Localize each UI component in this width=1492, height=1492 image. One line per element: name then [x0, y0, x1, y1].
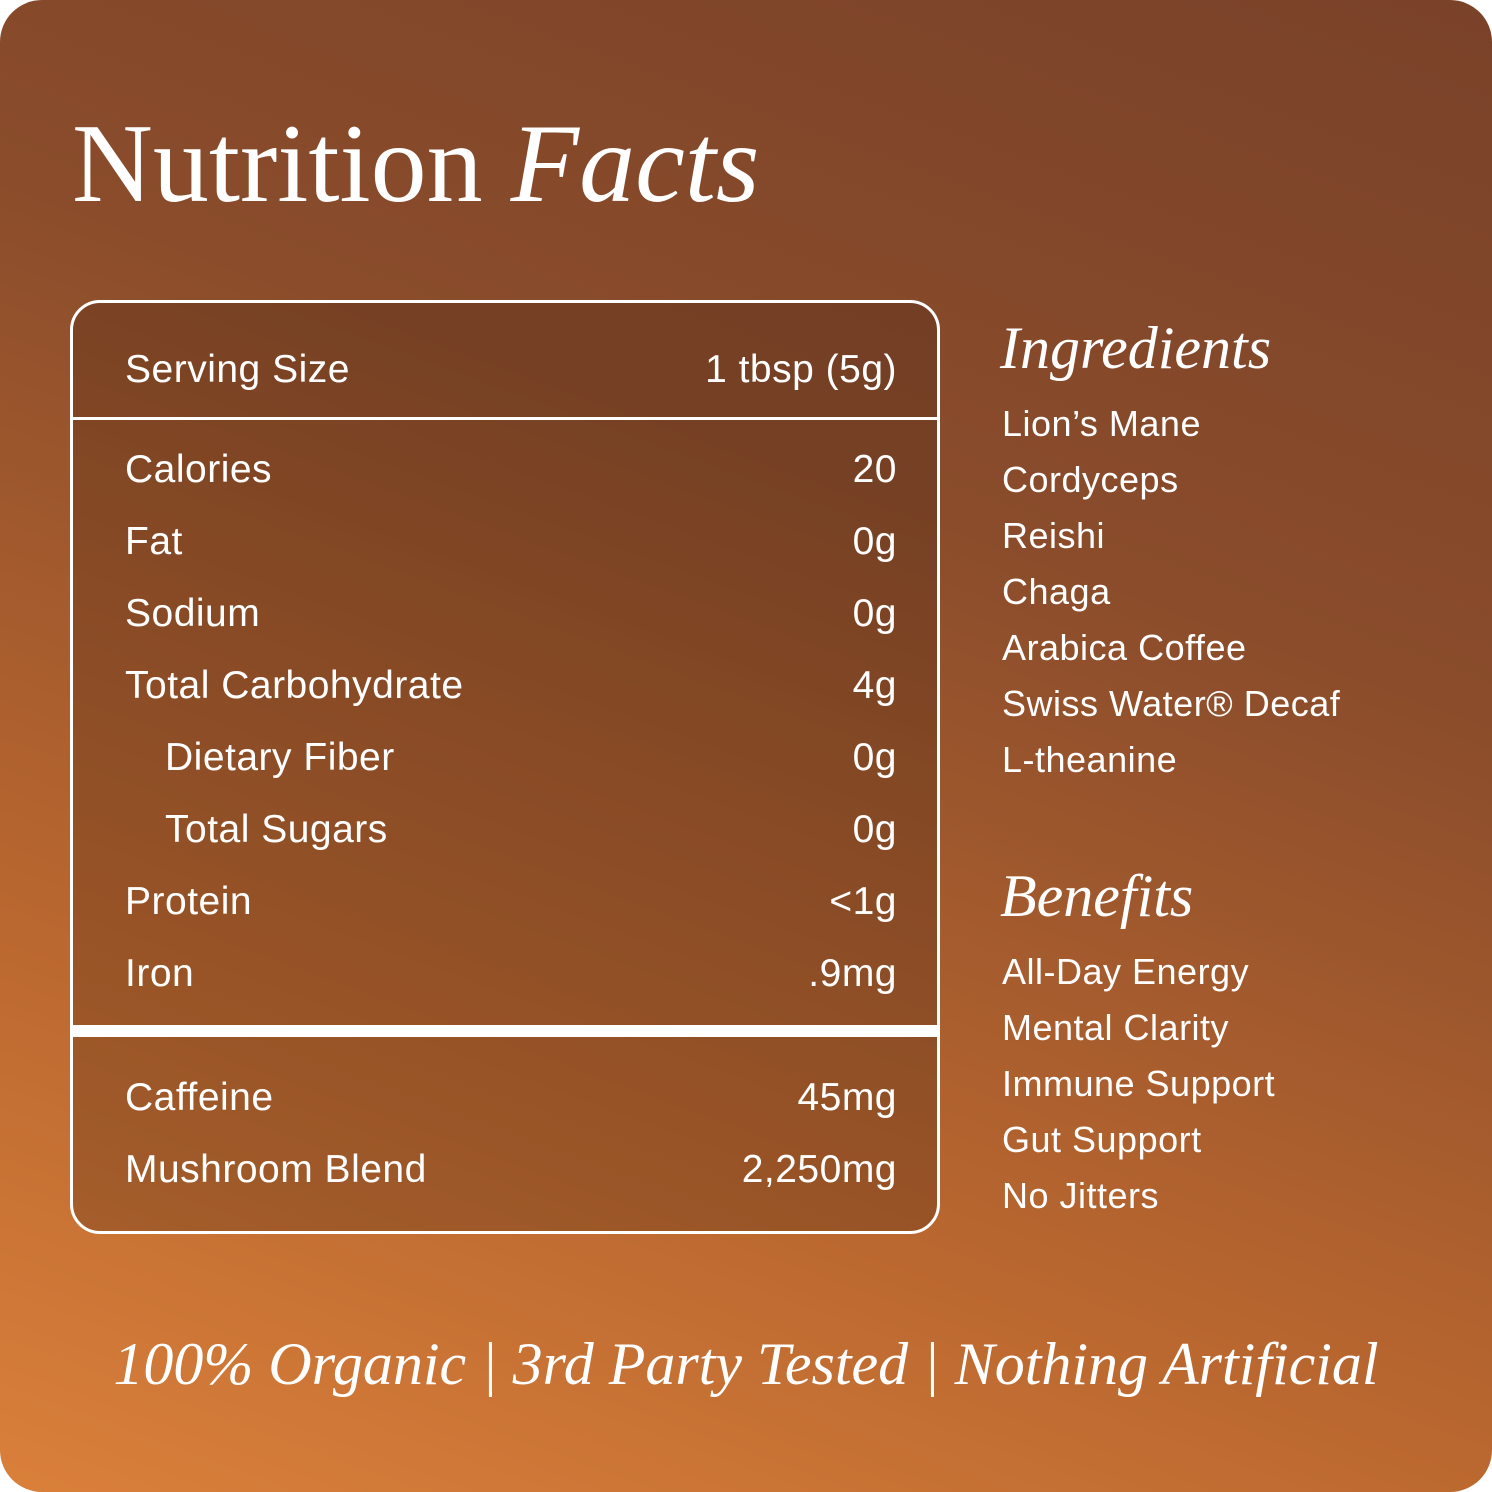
table-row: Caffeine 45mg [125, 1073, 897, 1123]
table-row: Fat 0g [125, 517, 897, 567]
table-row: Total Carbohydrate 4g [125, 661, 897, 711]
row-value: 4g [852, 664, 897, 707]
table-row: Calories 20 [125, 445, 897, 495]
list-item: L-theanine [1002, 739, 1178, 780]
row-value: 0g [852, 808, 897, 851]
facts-table: Serving Size 1 tbsp (5g) Calories 20 Fat 0g So… [70, 300, 940, 1234]
table-row: Protein <1g [125, 877, 897, 927]
row-value: 0g [852, 520, 897, 563]
row-value: 1 tbsp (5g) [705, 348, 897, 391]
list-item: Swiss Water® Decaf [1002, 683, 1341, 724]
title-emphasis: Facts [510, 102, 760, 226]
row-value: 2,250mg [741, 1148, 897, 1191]
row-value: 20 [852, 448, 897, 491]
table-row: Sodium 0g [125, 589, 897, 639]
row-label: Caffeine [125, 1076, 274, 1119]
row-label: Calories [125, 448, 273, 491]
row-value: 0g [852, 736, 897, 779]
table-row: Total Sugars 0g [165, 805, 897, 855]
list-item: Cordyceps [1002, 459, 1179, 500]
row-value: 45mg [797, 1076, 897, 1119]
table-row: Serving Size 1 tbsp (5g) [125, 345, 897, 395]
row-label: Total Carbohydrate [125, 664, 464, 707]
list-heading: Ingredients [1000, 315, 1272, 381]
row-label: Fat [125, 520, 183, 563]
list-item: Lion’s Mane [1002, 403, 1201, 444]
row-label: Mushroom Blend [125, 1148, 427, 1191]
table-row: Dietary Fiber 0g [165, 733, 897, 783]
row-label: Dietary Fiber [165, 736, 395, 779]
row-label: Iron [125, 952, 195, 995]
row-label: Protein [125, 880, 253, 923]
list-item: No Jitters [1002, 1175, 1160, 1216]
row-label: Total Sugars [165, 808, 388, 851]
list-item: Gut Support [1002, 1119, 1202, 1160]
divider [73, 1025, 937, 1037]
row-value: <1g [829, 880, 897, 923]
row-label: Serving Size [125, 348, 350, 391]
row-value: .9mg [808, 952, 897, 995]
row-value: 0g [852, 592, 897, 635]
list-item: Chaga [1002, 571, 1111, 612]
list-item: Immune Support [1002, 1063, 1276, 1104]
list-item: Mental Clarity [1002, 1007, 1230, 1048]
tagline: 100% Organic | 3rd Party Tested | Nothin… [113, 1331, 1379, 1397]
table-row: Iron .9mg [125, 949, 897, 999]
list-item: Arabica Coffee [1002, 627, 1247, 668]
table-row: Mushroom Blend 2,250mg [125, 1145, 897, 1195]
title: Nutrition Facts [72, 108, 759, 220]
divider [73, 417, 937, 420]
list-item: All-Day Energy [1002, 951, 1250, 992]
row-label: Sodium [125, 592, 261, 635]
title-text: Nutrition [72, 102, 483, 226]
list-heading: Benefits [1000, 863, 1194, 929]
list-item: Reishi [1002, 515, 1106, 556]
